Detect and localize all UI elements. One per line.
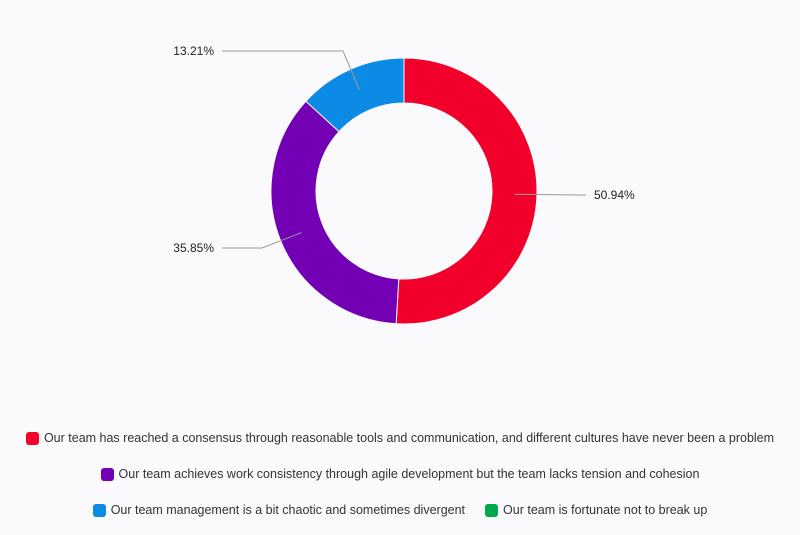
leader-line — [222, 50, 360, 91]
legend-label: Our team has reached a consensus through… — [43, 431, 775, 445]
legend-label: Our team is fortunate not to break up — [503, 503, 708, 517]
slice-chaotic[interactable] — [305, 57, 405, 133]
legend-row-2: Our team achieves work consistency throu… — [0, 467, 800, 481]
legend-swatch-blue — [92, 503, 106, 517]
slice-percent-label: 50.94% — [594, 188, 635, 202]
leader-line — [514, 193, 586, 196]
legend-row-1: Our team has reached a consensus through… — [0, 431, 800, 445]
slice-agile[interactable] — [270, 100, 400, 325]
legend-item-fortunate[interactable]: Our team is fortunate not to break up — [485, 503, 707, 517]
legend-label: Our team management is a bit chaotic and… — [110, 503, 466, 517]
leader-line — [222, 232, 302, 249]
slice-percent-label: 13.21% — [173, 44, 214, 58]
legend-row-3: Our team management is a bit chaotic and… — [0, 503, 800, 517]
slice-consensus[interactable] — [395, 57, 538, 325]
legend-label: Our team achieves work consistency throu… — [118, 467, 700, 481]
legend-swatch-red — [25, 431, 39, 445]
legend-item-chaotic[interactable]: Our team management is a bit chaotic and… — [92, 503, 466, 517]
legend-item-consensus[interactable]: Our team has reached a consensus through… — [25, 431, 775, 445]
legend-swatch-green — [485, 503, 499, 517]
legend-swatch-purple — [100, 467, 114, 481]
donut-chart: 50.94% 35.85% 13.21% — [173, 44, 635, 325]
legend-item-agile[interactable]: Our team achieves work consistency throu… — [100, 467, 700, 481]
slice-percent-label: 35.85% — [173, 241, 214, 255]
